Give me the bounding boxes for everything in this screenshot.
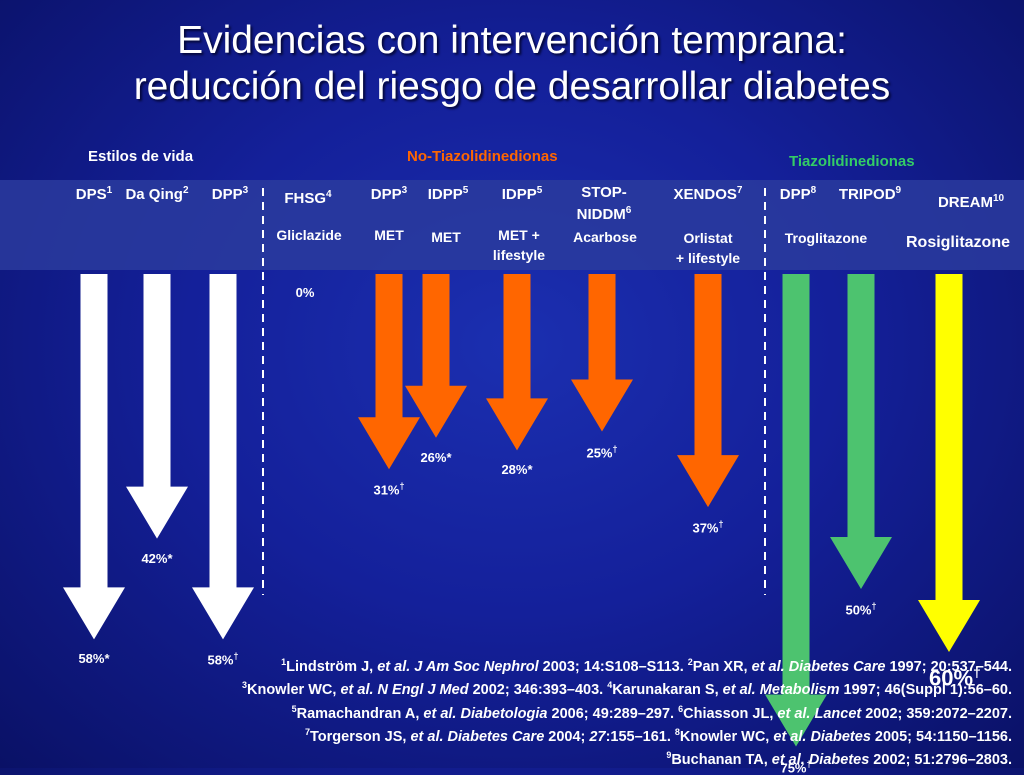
study-header: DPP8	[779, 185, 817, 203]
study-header: DPP3	[370, 185, 408, 203]
arrow-dpp-9	[765, 274, 827, 747]
references: 1Lindström J, et al. J Am Soc Nephrol 20…	[112, 653, 1012, 770]
reference-line: 3Knowler WC, et al. N Engl J Med 2002; 3…	[241, 680, 1012, 699]
value-label: 58%*	[78, 651, 110, 667]
value-label: 58%†	[207, 651, 239, 668]
value-label: 31%†	[373, 481, 405, 498]
title-line-2: reducción del riesgo de desarrollar diab…	[133, 65, 891, 108]
intervention-label: Gliclazide	[276, 227, 342, 243]
study-header: DPS1	[75, 185, 113, 203]
reference-line: 9Buchanan TA, et al. Diabetes 2002; 51:2…	[666, 750, 1012, 769]
value-label: 50%†	[845, 601, 877, 618]
group-label-lifestyle: Estilos de vida	[88, 148, 194, 165]
value-label: 0%	[295, 285, 315, 300]
intervention-label: Rosiglitazone	[905, 234, 1010, 251]
header-band	[0, 180, 1024, 270]
arrow-dpp-4	[358, 274, 420, 470]
intervention-label: Acarbose	[573, 229, 637, 245]
arrow-stop-niddm-7	[571, 274, 633, 432]
study-header: XENDOS7	[673, 185, 743, 203]
arrow-xendos-8	[677, 274, 739, 508]
study-header: FHSG4	[284, 189, 332, 207]
study-header: DREAM10	[937, 193, 1005, 211]
study-header: DPP3	[211, 185, 249, 203]
group-label-tzd: Tiazolidinedionas	[789, 153, 915, 170]
value-label: 60%†	[929, 664, 981, 691]
study-header: IDPP5	[427, 185, 469, 203]
value-label: 26%*	[420, 449, 452, 465]
value-label: 37%†	[692, 519, 724, 536]
group-label-non-tzd: No-Tiazolidinedionas	[407, 148, 558, 165]
reference-line: 5Ramachandran A, et al. Diabetologia 200…	[291, 703, 1012, 722]
intervention-label: Orlistat + lifestyle	[675, 230, 741, 266]
title-line-1: Evidencias con intervención temprana:	[177, 19, 847, 62]
intervention-label: MET + lifestyle	[492, 227, 546, 263]
arrow-dream-11	[918, 274, 980, 652]
study-header: IDPP5	[501, 185, 543, 203]
study-header: TRIPOD9	[838, 185, 902, 203]
arrow-idpp-6	[486, 274, 548, 451]
value-label: 25%†	[586, 443, 618, 460]
study-header: Da Qing2	[125, 185, 189, 203]
arrow-dps-0	[63, 274, 125, 640]
intervention-label: MET	[374, 227, 404, 243]
arrow-dpp-2	[192, 274, 254, 640]
reference-line: 7Torgerson JS, et al. Diabetes Care 2004…	[305, 726, 1012, 745]
value-label: 28%*	[501, 462, 533, 478]
value-label: 42%*	[141, 550, 173, 566]
arrow-idpp-5	[405, 274, 467, 438]
arrow-da-qing-1	[126, 274, 188, 539]
reference-line: 1Lindström J, et al. J Am Soc Nephrol 20…	[281, 657, 1012, 675]
study-header: STOP- NIDDM6	[576, 184, 632, 223]
arrow-tripod-10	[830, 274, 892, 589]
slide-title: Evidencias con intervención temprana: re…	[0, 18, 1024, 110]
intervention-label: MET	[431, 229, 461, 245]
intervention-label: Troglitazone	[784, 230, 868, 246]
